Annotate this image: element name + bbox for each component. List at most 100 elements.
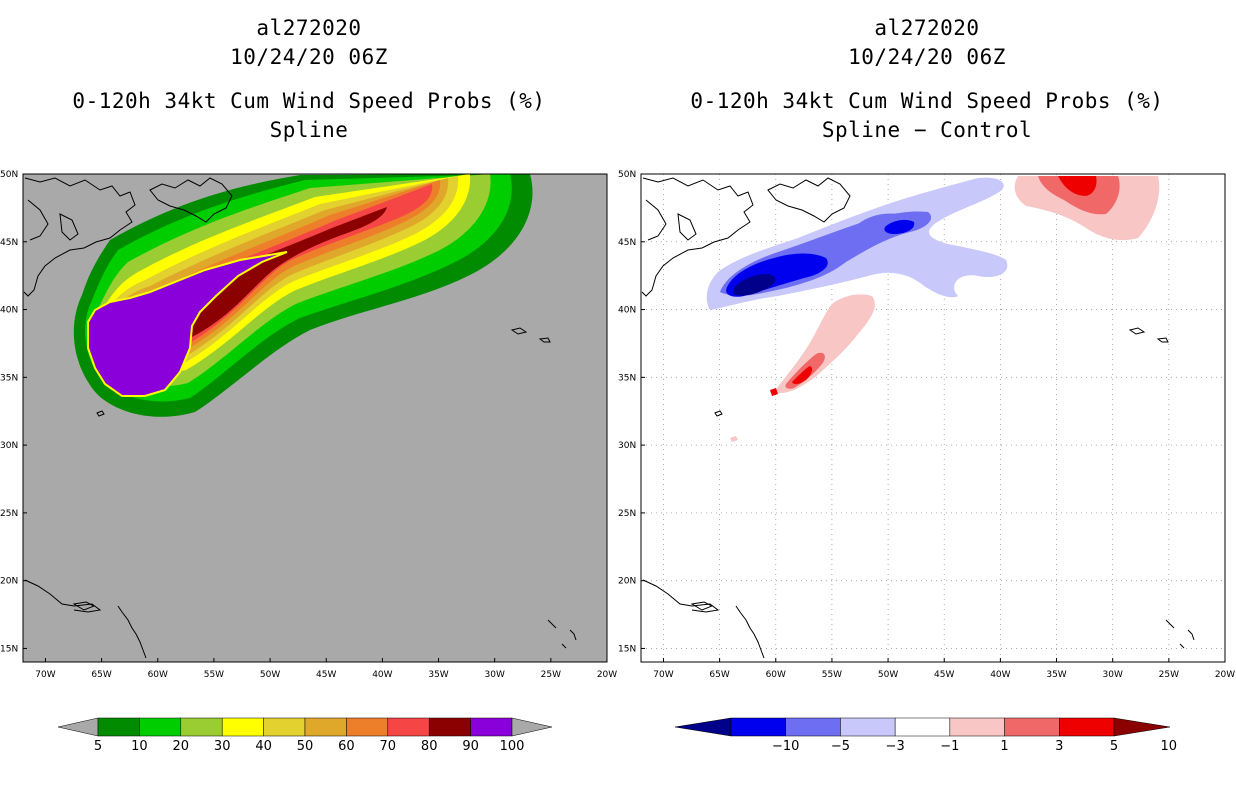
left-lon-label: 30W xyxy=(485,670,505,680)
left-lon-label: 55W xyxy=(204,670,224,680)
right-colorbar-swatch xyxy=(894,717,951,737)
left-lon-label: 35W xyxy=(428,670,448,680)
left-axis-labels: 50N 45N 40N 35N 30N 25N 20N 15N 70W 65W 60W 55W 50W 4… xyxy=(0,170,617,680)
left-lat-label: 35N xyxy=(0,373,18,383)
right-lon-label: 65W xyxy=(709,670,729,680)
right-lon-label: 25W xyxy=(1159,670,1179,680)
left-product-title: 0-120h 34kt Cum Wind Speed Probs (%) xyxy=(72,89,546,113)
right-colorbar-label: −3 xyxy=(886,739,905,754)
left-datetime: 10/24/20 06Z xyxy=(230,45,388,69)
left-lat-label: 45N xyxy=(0,238,18,248)
right-lat-label: 20N xyxy=(618,577,636,587)
left-colorbar-swatch xyxy=(221,717,264,737)
left-lat-label: 25N xyxy=(0,509,18,519)
right-lon-label: 45W xyxy=(934,670,954,680)
left-lon-label: 70W xyxy=(35,670,55,680)
right-lon-label: 20W xyxy=(1215,670,1235,680)
right-lon-label: 50W xyxy=(878,670,898,680)
right-colorbar-swatch xyxy=(785,717,841,737)
right-colorbar-label: 10 xyxy=(1160,739,1177,754)
right-datetime: 10/24/20 06Z xyxy=(848,45,1006,69)
left-colorbar-label: 60 xyxy=(338,739,355,754)
right-lat-label: 30N xyxy=(618,441,636,451)
right-colorbar-low-arrow xyxy=(674,717,732,737)
left-lat-label: 40N xyxy=(0,306,18,316)
left-colorbar-label: 20 xyxy=(173,739,190,754)
left-colorbar-label: 50 xyxy=(297,739,314,754)
right-product-title: 0-120h 34kt Cum Wind Speed Probs (%) xyxy=(690,89,1164,113)
right-colorbar-swatch xyxy=(840,717,896,737)
left-lat-label: 30N xyxy=(0,441,18,451)
right-lon-label: 40W xyxy=(990,670,1010,680)
left-lat-label: 20N xyxy=(0,577,18,587)
right-colorbar-label: −5 xyxy=(831,739,850,754)
right-difference-field xyxy=(706,176,1160,442)
left-colorbar-swatch xyxy=(263,717,306,737)
right-lat-label: 25N xyxy=(618,509,636,519)
right-axis-labels: 50N 45N 40N 35N 30N 25N 20N 15N 70W 65W 60W 55W 50W 4… xyxy=(618,170,1235,680)
diff-pos3-region-north xyxy=(1038,176,1120,215)
left-colorbar-swatch xyxy=(387,717,430,737)
right-colorbar-swatch xyxy=(1059,717,1115,737)
right-lat-label: 15N xyxy=(618,644,636,654)
right-lat-label: 45N xyxy=(618,238,636,248)
diff-pos5-dot xyxy=(770,388,778,396)
left-lon-label: 20W xyxy=(597,670,617,680)
diff-pos5-region-north xyxy=(1058,176,1097,196)
left-lat-label: 50N xyxy=(0,170,18,180)
right-colorbar: −10 −5 −3 −1 1 3 5 10 xyxy=(674,717,1177,754)
left-colorbar-swatch xyxy=(304,717,347,737)
right-colorbar-label: −10 xyxy=(772,739,799,754)
diff-pos5-region-south xyxy=(792,366,813,385)
left-colorbar-label: 100 xyxy=(500,739,525,754)
right-panel: al272020 10/24/20 06Z 0-120h 34kt Cum Wi… xyxy=(618,0,1236,800)
right-colorbar-high-arrow xyxy=(1113,717,1171,737)
left-colorbar-label: 70 xyxy=(380,739,397,754)
left-colorbar-label: 40 xyxy=(255,739,272,754)
left-colorbar-label: 5 xyxy=(94,739,102,754)
left-colorbar-swatch xyxy=(428,717,471,737)
right-colorbar-label: 3 xyxy=(1055,739,1063,754)
left-colorbar-label: 30 xyxy=(214,739,231,754)
left-panel: al272020 10/24/20 06Z 0-120h 34kt Cum Wi… xyxy=(0,16,617,754)
right-colorbar-label: −1 xyxy=(940,739,959,754)
right-lon-label: 70W xyxy=(653,670,673,680)
right-colorbar-swatch xyxy=(1004,717,1060,737)
left-colorbar-swatch xyxy=(470,717,513,737)
right-lon-label: 35W xyxy=(1046,670,1066,680)
left-colorbar-label: 80 xyxy=(421,739,438,754)
left-lon-label: 65W xyxy=(91,670,111,680)
right-coastlines xyxy=(641,177,1195,659)
left-colorbar-label: 10 xyxy=(131,739,148,754)
left-colorbar-low-arrow xyxy=(57,717,99,737)
left-colorbar-swatch xyxy=(139,717,182,737)
left-lon-label: 40W xyxy=(372,670,392,680)
left-lon-label: 25W xyxy=(541,670,561,680)
left-lat-label: 15N xyxy=(0,644,18,654)
right-lon-label: 60W xyxy=(766,670,786,680)
left-method: Spline xyxy=(269,118,349,142)
left-storm-id: al272020 xyxy=(256,16,362,40)
diff-pos1-dot xyxy=(730,436,738,442)
left-lon-label: 60W xyxy=(148,670,168,680)
left-colorbar: 5 10 20 30 40 50 60 70 80 90 100 xyxy=(57,717,553,754)
right-map-svg: 50N 45N 40N 35N 30N 25N 20N 15N 70W 65W 60W 55W 50W 4… xyxy=(618,170,1235,754)
right-lat-label: 40N xyxy=(618,306,636,316)
diff-neg10-region xyxy=(734,274,776,296)
diff-pos1-region-south xyxy=(774,294,875,394)
left-lon-label: 45W xyxy=(316,670,336,680)
right-lat-label: 50N xyxy=(618,170,636,180)
right-colorbar-swatch xyxy=(730,717,786,737)
right-storm-id: al272020 xyxy=(874,16,980,40)
left-lon-label: 50W xyxy=(260,670,280,680)
left-probability-field xyxy=(73,174,533,417)
right-lat-label: 35N xyxy=(618,373,636,383)
prob-100-contour xyxy=(87,251,288,397)
left-map-svg: 50N 45N 40N 35N 30N 25N 20N 15N 70W 65W 60W 55W 50W 4… xyxy=(0,170,617,754)
right-lon-label: 55W xyxy=(822,670,842,680)
left-colorbar-label: 90 xyxy=(462,739,479,754)
left-coastlines xyxy=(23,177,577,659)
right-colorbar-label: 5 xyxy=(1110,739,1118,754)
right-method: Spline − Control xyxy=(821,118,1033,142)
left-colorbar-high-arrow xyxy=(511,717,553,737)
